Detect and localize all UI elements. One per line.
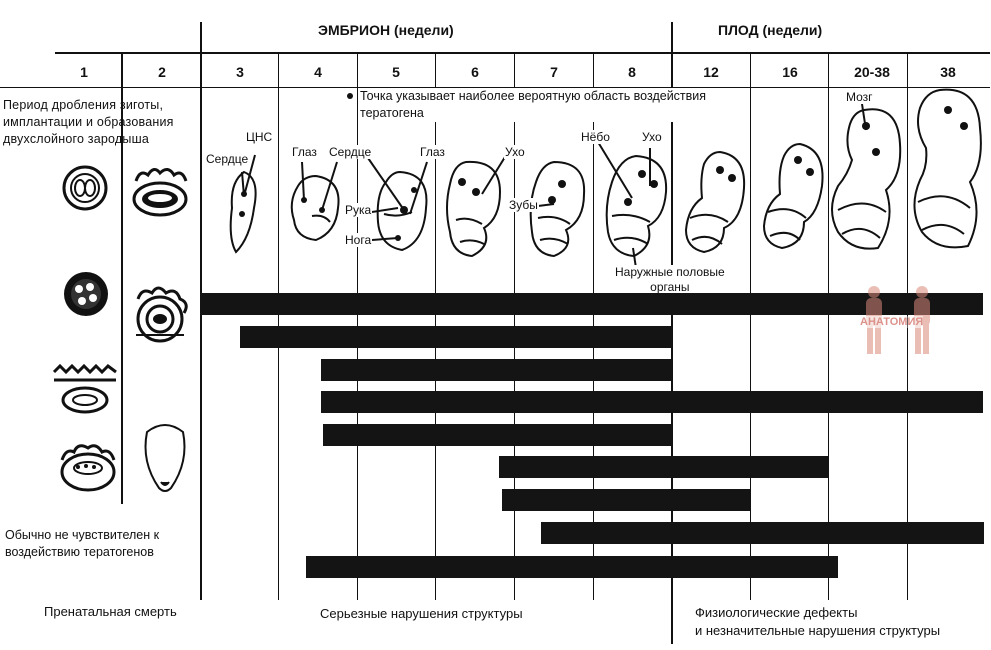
week-label-1: 1: [80, 64, 88, 80]
bilaminar-disc-illustration-2: [136, 286, 188, 343]
embryo-week-6-illustration: [446, 160, 502, 258]
week-label-12: 12: [703, 64, 719, 80]
week-label-7: 7: [550, 64, 558, 80]
dot-legend-line-1: Точка указывает наиболее вероятную облас…: [360, 89, 707, 103]
footer-minor-defects-line-2: и незначительные нарушения структуры: [695, 623, 941, 638]
dot-legend-marker: [347, 93, 353, 99]
embryo-week-7-illustration: [529, 160, 586, 258]
week-label-20-38: 20-38: [854, 64, 890, 80]
footer-minor-defects-line-1: Физиологические дефекты: [695, 605, 858, 620]
week-label-8: 8: [628, 64, 636, 80]
label-eye-week-5: Глаз: [419, 145, 446, 159]
column-divider-12-16: [750, 54, 751, 600]
embryo-header: ЭМБРИОН (недели): [318, 22, 454, 38]
footer-major-defects: Серьезные нарушения структуры: [320, 606, 523, 621]
week-label-5: 5: [392, 64, 400, 80]
column-divider-20-38: [907, 54, 908, 600]
zygote-two-cell-illustration: [62, 165, 108, 211]
header-top-line: [55, 52, 990, 54]
period-note-line-1: Период дробления зиготы,: [3, 98, 164, 112]
header-bottom-line: [0, 87, 990, 88]
sensitivity-bar-palate: [502, 489, 750, 511]
watermark-text: АНАТОМИЯ: [860, 316, 924, 328]
fetus-week-16-illustration: [762, 142, 824, 250]
label-external-genitalia-line-1: Наружные половые: [615, 265, 725, 279]
week-label-4: 4: [314, 64, 322, 80]
sensitivity-bar-leg: [323, 424, 672, 446]
dot-legend: Точка указывает наиболее вероятную облас…: [360, 88, 707, 122]
early-embryo-disc-illustration: [144, 424, 186, 492]
week-label-2: 2: [158, 64, 166, 80]
column-divider-1-2: [121, 54, 123, 504]
week-label-16: 16: [782, 64, 798, 80]
label-heart-week-4-5: Сердце: [328, 145, 373, 159]
implantation-illustration-1: [52, 363, 117, 414]
fetus-start-line: [671, 22, 673, 644]
label-heart-week-3: Сердце: [205, 152, 250, 166]
dot-legend-line-2: тератогена: [360, 106, 424, 120]
label-brain: Мозг: [845, 90, 874, 104]
implantation-illustration-2: [132, 168, 188, 217]
insensitive-note-line-1: Обычно не чувствителен к: [5, 528, 160, 542]
sensitivity-bar-cns: [200, 293, 983, 315]
week-label-38: 38: [940, 64, 956, 80]
fetus-week-20-38-illustration: [831, 108, 902, 250]
sensitivity-bar-ear: [306, 556, 838, 578]
period-note-line-3: двухслойного зародыша: [3, 132, 149, 146]
period-note-line-2: имплантации и образования: [3, 115, 174, 129]
insensitive-note-line-2: воздействию тератогенов: [5, 545, 154, 559]
label-palate: Нёбо: [580, 130, 611, 144]
fetus-week-12-illustration: [684, 150, 746, 254]
label-eye-week-4: Глаз: [291, 145, 318, 159]
sensitivity-bar-arm: [321, 359, 672, 381]
morula-illustration: [64, 272, 108, 316]
label-external-genitalia: Наружные половые органы: [614, 265, 726, 295]
label-external-genitalia-line-2: органы: [650, 280, 690, 294]
label-ear-week-6: Ухо: [504, 145, 526, 159]
bilaminar-disc-illustration-1: [60, 444, 116, 492]
label-teeth: Зубы: [508, 198, 539, 212]
week-label-6: 6: [471, 64, 479, 80]
period-note: Период дробления зиготы, имплантации и о…: [3, 97, 174, 148]
insensitive-note: Обычно не чувствителен к воздействию тер…: [5, 527, 160, 561]
week-label-3: 3: [236, 64, 244, 80]
fetus-header: ПЛОД (недели): [718, 22, 823, 38]
column-divider-16-20: [828, 54, 829, 600]
footer-minor-defects: Физиологические дефекты и незначительные…: [695, 604, 940, 640]
label-leg: Нога: [344, 233, 373, 247]
footer-prenatal-death: Пренатальная смерть: [44, 604, 177, 619]
sensitivity-bar-genitalia: [541, 522, 984, 544]
label-arm: Рука: [344, 203, 373, 217]
fetus-week-38-illustration: [913, 88, 982, 249]
sensitivity-bar-teeth: [499, 456, 829, 478]
sensitivity-bar-eye: [321, 391, 983, 413]
label-ear-week-8: Ухо: [641, 130, 663, 144]
anatomy-watermark: АНАТОМИЯ: [856, 284, 942, 362]
sensitivity-bar-heart: [240, 326, 672, 348]
label-cns: ЦНС: [245, 130, 274, 144]
anatomy-figures-icon: [866, 286, 930, 354]
